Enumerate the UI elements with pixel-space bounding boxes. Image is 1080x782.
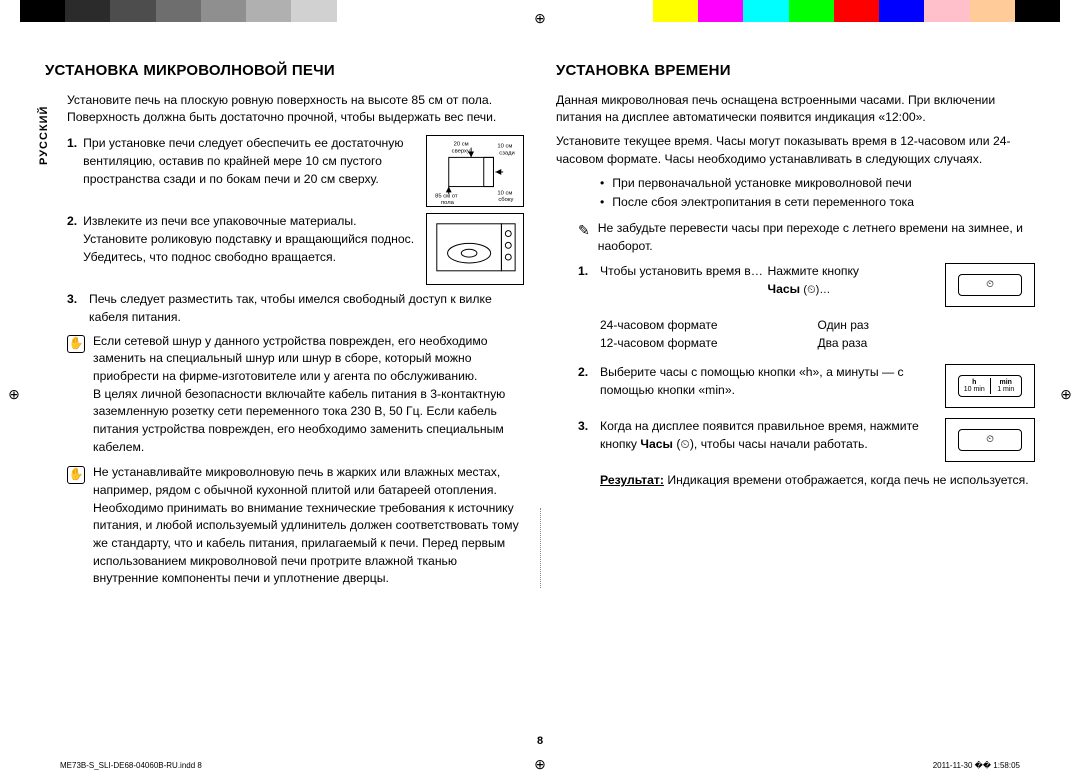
registration-mark-icon: ⊕	[1058, 386, 1074, 402]
table-cell: 12-часовом формате	[600, 335, 818, 352]
footer-timestamp: 2011-11-30 �� 1:58:05	[933, 761, 1020, 770]
column-cut-mark	[540, 508, 541, 588]
left-column: УСТАНОВКА МИКРОВОЛНОВОЙ ПЕЧИ Установите …	[45, 60, 524, 732]
step-number: 2.	[578, 364, 594, 399]
step-number: 1.	[578, 263, 594, 299]
caution-icon: ✋	[67, 466, 85, 484]
clock-button-diagram: ⏲	[945, 263, 1035, 307]
svg-text:20 см: 20 см	[454, 142, 469, 148]
svg-text:10 см: 10 см	[497, 190, 512, 196]
step-text: При установке печи следует обеспечить ее…	[83, 135, 416, 207]
svg-text:сзади: сзади	[499, 151, 514, 157]
registration-mark-icon: ⊕	[532, 10, 548, 26]
table-cell: Один раз	[818, 317, 1036, 334]
section-title-installation: УСТАНОВКА МИКРОВОЛНОВОЙ ПЕЧИ	[45, 60, 524, 82]
clearance-diagram: 20 см сверху 10 см сзади 85 см от пола 1…	[426, 135, 524, 207]
svg-text:85 см от: 85 см от	[435, 193, 458, 199]
step-number: 1.	[67, 135, 77, 207]
step-text: Извлеките из печи все упаковочные матери…	[83, 213, 416, 285]
svg-text:10 см: 10 см	[497, 144, 512, 150]
turntable-diagram	[426, 213, 524, 285]
right-column: УСТАНОВКА ВРЕМЕНИ Данная микроволновая п…	[556, 60, 1035, 732]
step-col-b: Нажмите кнопку Часы (⏲)…	[768, 263, 936, 299]
bullet-item: После сбоя электропитания в сети перемен…	[600, 194, 1035, 212]
document-content: УСТАНОВКА МИКРОВОЛНОВОЙ ПЕЧИ Установите …	[45, 60, 1035, 732]
note-row: ✎ Не забудьте перевести часы при переход…	[578, 220, 1035, 255]
step-col-a: Чтобы установить время в…	[600, 263, 768, 299]
svg-text:сверху: сверху	[452, 149, 470, 155]
step-number: 3.	[67, 291, 83, 326]
footer-filename: ME73B-S_SLI-DE68-04060B-RU.indd 8	[60, 761, 202, 770]
note-icon: ✎	[578, 220, 590, 240]
step-number: 3.	[578, 418, 594, 453]
intro-paragraph: Установите печь на плоскую ровную поверх…	[67, 92, 524, 127]
time-step-3: 3. Когда на дисплее появится правильное …	[578, 418, 1035, 462]
note-text: Не забудьте перевести часы при переходе …	[598, 220, 1035, 255]
warning-text: Если сетевой шнур у данного устройства п…	[93, 333, 524, 457]
step-text: Когда на дисплее появится правильное вре…	[600, 418, 935, 453]
page-number: 8	[537, 735, 543, 747]
svg-text:пола: пола	[441, 200, 455, 206]
section-title-time: УСТАНОВКА ВРЕМЕНИ	[556, 60, 1035, 82]
registration-mark-icon: ⊕	[6, 386, 22, 402]
step-text: Печь следует разместить так, чтобы имелс…	[89, 291, 524, 326]
warning-note-2: ✋ Не устанавливайте микроволновую печь в…	[67, 464, 524, 588]
step-1-row: 1. При установке печи следует обеспечить…	[67, 135, 524, 207]
svg-text:сбоку: сбоку	[498, 197, 513, 203]
bullet-item: При первоначальной установке микроволнов…	[600, 175, 1035, 193]
step-text: Выберите часы с помощью кнопки «h», а ми…	[600, 364, 935, 399]
time-format-table: 24-часовом формате Один раз 12-часовом ф…	[600, 317, 1035, 352]
step-number: 2.	[67, 213, 77, 285]
intro-paragraph-2: Установите текущее время. Часы могут пок…	[556, 133, 1035, 168]
intro-paragraph: Данная микроволновая печь оснащена встро…	[556, 92, 1035, 127]
step-3-row: 3. Печь следует разместить так, чтобы им…	[67, 291, 524, 326]
result-line: Результат: Индикация времени отображаетс…	[600, 472, 1035, 490]
caution-icon: ✋	[67, 335, 85, 353]
warning-note-1: ✋ Если сетевой шнур у данного устройства…	[67, 333, 524, 457]
step-2-row: 2. Извлеките из печи все упаковочные мат…	[67, 213, 524, 285]
warning-text: Не устанавливайте микроволновую печь в ж…	[93, 464, 524, 588]
registration-mark-icon: ⊕	[532, 756, 548, 772]
time-step-1: 1. Чтобы установить время в… Нажмите кно…	[578, 263, 1035, 307]
table-cell: 24-часовом формате	[600, 317, 818, 334]
clock-button-diagram: ⏲	[945, 418, 1035, 462]
time-step-2: 2. Выберите часы с помощью кнопки «h», а…	[578, 364, 1035, 408]
h-min-button-diagram: h 10 min min 1 min	[945, 364, 1035, 408]
table-cell: Два раза	[818, 335, 1036, 352]
